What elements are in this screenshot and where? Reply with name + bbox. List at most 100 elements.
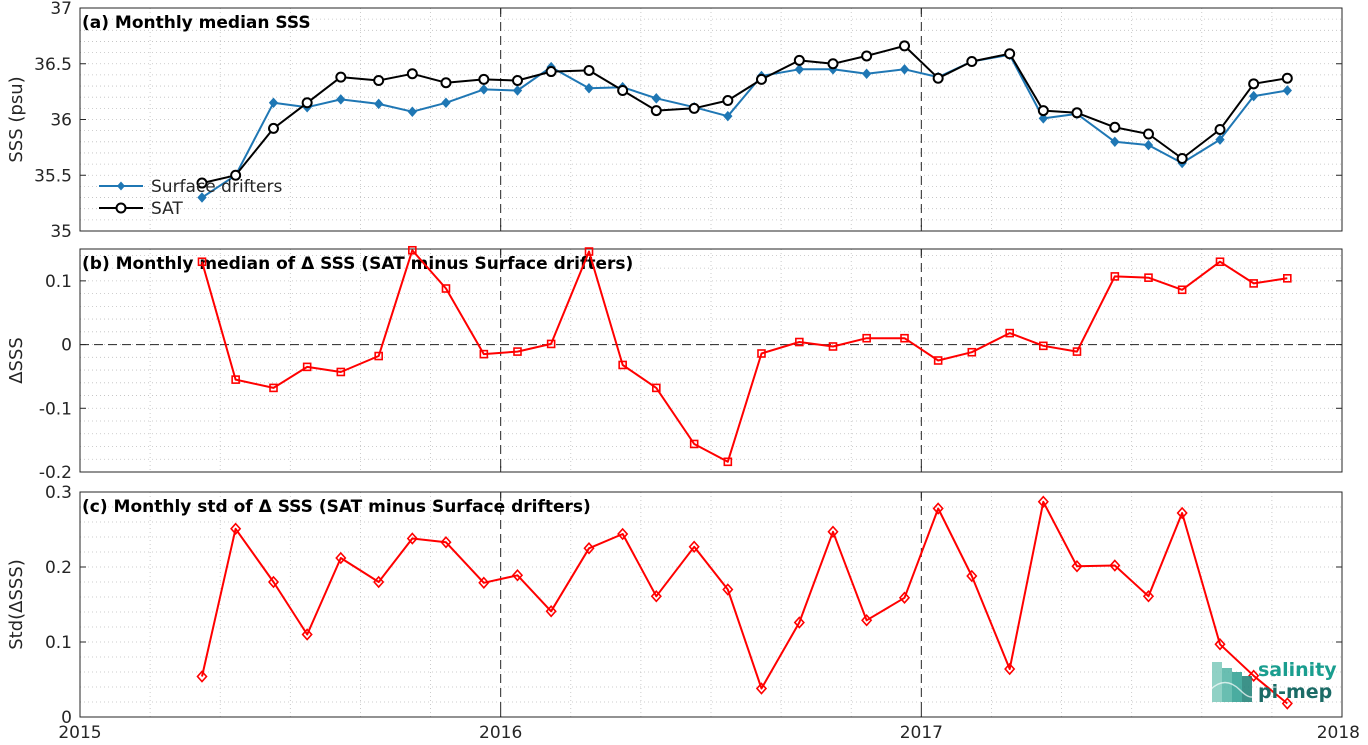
- data-point: [373, 74, 385, 86]
- data-point: [441, 284, 451, 293]
- data-point: [197, 192, 207, 203]
- y-tick-label: 37: [50, 0, 72, 19]
- data-point: [1142, 128, 1154, 140]
- data-point: [583, 542, 595, 555]
- data-point: [1283, 274, 1292, 283]
- data-point: [1109, 559, 1121, 572]
- data-point: [652, 383, 661, 393]
- data-point: [511, 74, 523, 86]
- data-point: [441, 97, 451, 109]
- data-point: [230, 169, 242, 181]
- data-point: [408, 245, 417, 255]
- data-point: [1110, 272, 1120, 281]
- series-line: [201, 249, 1288, 463]
- data-point: [617, 85, 629, 97]
- data-point: [755, 682, 768, 695]
- data-point: [828, 342, 838, 351]
- data-point: [335, 71, 347, 83]
- y-tick-label: -0.2: [39, 463, 72, 483]
- data-point: [1215, 134, 1225, 145]
- data-point: [512, 85, 523, 96]
- data-point: [688, 102, 700, 114]
- data-point: [1144, 273, 1153, 282]
- data-point: [932, 72, 944, 84]
- data-point: [1004, 662, 1016, 676]
- data-point: [336, 367, 346, 377]
- logo-wave: [1209, 681, 1259, 698]
- data-point: [374, 98, 384, 110]
- panel-title: (c) Monthly std of Δ SSS (SAT minus Surf…: [82, 497, 591, 517]
- data-point: [1215, 257, 1225, 267]
- data-point: [862, 333, 871, 343]
- legend-label: Surface drifters: [151, 177, 282, 197]
- data-point: [479, 349, 489, 359]
- data-point: [1037, 495, 1049, 508]
- y-tick-label: 36.5: [34, 55, 72, 75]
- data-point: [1038, 113, 1048, 124]
- data-point: [269, 383, 278, 393]
- data-point: [583, 64, 595, 76]
- data-point: [1039, 341, 1048, 351]
- data-point: [407, 106, 417, 117]
- panel-a: 35 35.5 36 36.5 37 SSS (psu) (a) Monthly media…: [6, 0, 1343, 242]
- data-point: [1004, 48, 1016, 60]
- data-point: [1037, 105, 1049, 117]
- data-point: [545, 605, 557, 618]
- y-tick-label: 36: [50, 111, 72, 131]
- data-point: [899, 40, 911, 52]
- data-point: [546, 339, 556, 349]
- data-point: [1214, 124, 1226, 136]
- data-point: [861, 68, 872, 80]
- data-point: [335, 551, 347, 565]
- legend-marker: [115, 202, 127, 214]
- data-point: [793, 54, 805, 66]
- data-point: [722, 95, 734, 107]
- y-tick-label: 0.1: [45, 272, 72, 292]
- data-point: [967, 347, 977, 357]
- data-point: [688, 540, 700, 553]
- data-point: [406, 68, 418, 80]
- x-tick-label: 2016: [479, 723, 522, 743]
- data-point: [196, 177, 208, 189]
- data-point: [1143, 139, 1154, 151]
- data-point: [478, 576, 490, 589]
- plot-area: [80, 8, 1342, 231]
- panel-c: 0 0.1 0.2 0.3 2015 2016 2017 2018 Std(ΔSSS) (c) M…: [6, 483, 1360, 743]
- data-point: [301, 628, 313, 641]
- data-point: [1142, 590, 1155, 603]
- axes-box: [79, 248, 1343, 473]
- x-tick-label: 2015: [58, 723, 101, 743]
- y-axis-label: SSS (psu): [6, 76, 27, 162]
- data-point: [268, 97, 279, 109]
- data-point: [302, 362, 312, 372]
- data-point: [478, 73, 490, 85]
- data-point: [757, 349, 766, 358]
- data-point: [793, 616, 805, 629]
- data-point: [301, 97, 313, 109]
- data-point: [723, 457, 733, 467]
- x-tick-label: 2017: [900, 723, 943, 743]
- y-axis-label: Std(ΔSSS): [6, 559, 27, 650]
- y-tick-label: -0.1: [39, 399, 72, 419]
- y-tick-label: 0.2: [45, 558, 72, 578]
- data-point: [1071, 560, 1083, 573]
- y-tick-label: 0: [61, 708, 72, 728]
- data-point: [1176, 506, 1188, 520]
- data-point: [651, 93, 661, 104]
- data-point: [794, 64, 805, 75]
- data-point: [899, 64, 910, 75]
- logo-line2: pi-mep: [1258, 681, 1332, 703]
- data-point: [755, 73, 767, 85]
- data-point: [440, 536, 452, 549]
- panel-title: (a) Monthly median SSS: [82, 13, 311, 33]
- data-point: [617, 527, 629, 541]
- data-point: [511, 569, 524, 582]
- logo-line1: salinity: [1258, 659, 1337, 681]
- data-point: [827, 525, 839, 538]
- data-point: [650, 590, 662, 603]
- data-point: [1248, 78, 1260, 90]
- data-point: [618, 360, 627, 370]
- plot-area: [80, 249, 1342, 472]
